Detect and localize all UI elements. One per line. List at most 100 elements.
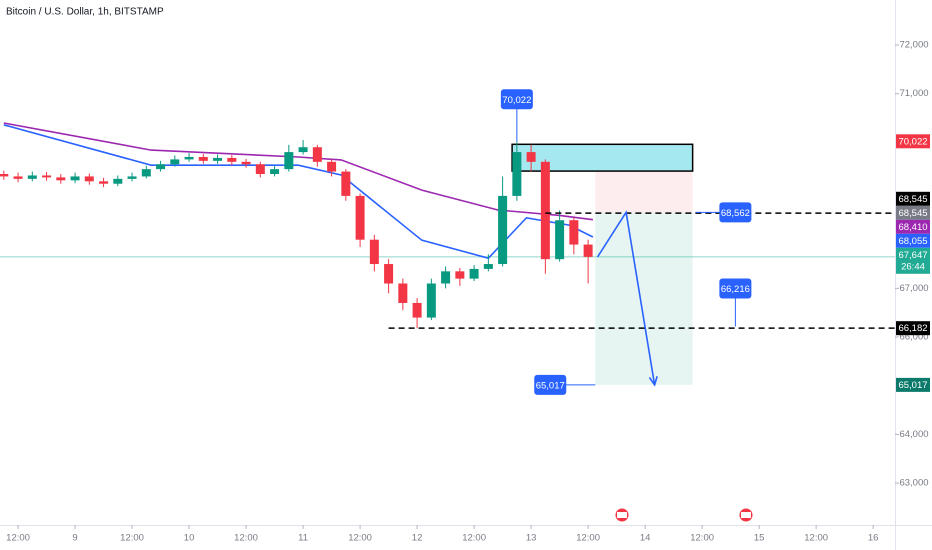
candle-body xyxy=(255,164,265,174)
candle-body xyxy=(27,175,37,179)
supply-zone xyxy=(511,143,694,172)
candle-body xyxy=(284,152,294,170)
candle-body xyxy=(198,156,208,161)
candle-body xyxy=(426,283,436,318)
callout-label: 70,022 xyxy=(502,95,531,106)
event-flag-stripe xyxy=(617,512,627,518)
price-label: 70,022 xyxy=(898,136,927,147)
candle-body xyxy=(583,244,593,257)
x-tick-label: 12 xyxy=(412,533,423,544)
price-label-box xyxy=(896,219,930,234)
candle-body xyxy=(569,220,579,245)
callout-label: 66,216 xyxy=(721,284,750,295)
candle-body xyxy=(84,176,94,182)
candle-body xyxy=(184,156,194,160)
x-tick-label: 11 xyxy=(298,533,308,544)
x-tick-label: 12:00 xyxy=(462,533,486,544)
callout-label: 65,017 xyxy=(536,380,565,391)
candle-body xyxy=(384,264,394,284)
price-label-box xyxy=(896,377,930,392)
candle-body xyxy=(341,171,351,196)
y-tick-label: 63,000 xyxy=(899,478,928,489)
callout-label: 68,562 xyxy=(721,208,750,219)
y-tick-label: 66,000 xyxy=(899,332,928,343)
x-tick-label: 12:00 xyxy=(234,533,258,544)
candle-body xyxy=(42,175,52,178)
x-tick-label: 13 xyxy=(526,533,537,544)
target-area xyxy=(595,212,693,385)
candle-body xyxy=(327,161,337,172)
y-tick-label: 72,000 xyxy=(899,40,928,51)
chart-title: Bitcoin / U.S. Dollar, 1h, BITSTAMP xyxy=(6,7,164,18)
countdown: 26:44 xyxy=(901,261,925,272)
y-tick-label: 64,000 xyxy=(899,429,928,440)
price-label-box xyxy=(896,191,930,206)
price-label: 68,545 xyxy=(898,208,927,219)
callout-box xyxy=(500,89,533,110)
candle-body xyxy=(355,195,365,240)
candle-body xyxy=(213,157,223,161)
candle-body xyxy=(441,271,451,284)
price-label: 65,017 xyxy=(898,380,927,391)
candle-body xyxy=(526,152,536,162)
event-flags xyxy=(614,507,754,523)
candle-body xyxy=(270,169,280,174)
stop-area xyxy=(595,171,693,213)
candle-body xyxy=(0,173,9,177)
moving-average xyxy=(3,124,594,260)
candle-body xyxy=(312,147,322,162)
y-tick-label: 67,000 xyxy=(899,283,928,294)
price-label-box xyxy=(896,247,930,274)
candle-body xyxy=(555,220,565,260)
candle-body xyxy=(99,181,109,184)
x-tick-label: 16 xyxy=(868,533,879,544)
price-label: 68,545 xyxy=(898,194,927,205)
price-label: 66,182 xyxy=(898,323,927,334)
candle-body xyxy=(170,159,180,165)
price-label-box xyxy=(896,321,930,336)
candle-body xyxy=(156,164,166,170)
x-tick-label: 12:00 xyxy=(6,533,30,544)
x-tick-label: 10 xyxy=(184,533,195,544)
candle-body xyxy=(398,283,408,303)
candle-body xyxy=(469,268,479,279)
price-label: 67,647 xyxy=(898,250,927,261)
candle-body xyxy=(412,302,422,318)
candle-body xyxy=(13,176,23,179)
candle-body xyxy=(540,161,550,260)
candle-body xyxy=(56,177,66,181)
y-tick-label: 71,000 xyxy=(899,88,928,99)
candle-body xyxy=(369,239,379,265)
candle-body xyxy=(298,147,308,153)
x-tick-label: 14 xyxy=(640,533,651,544)
x-tick-label: 12:00 xyxy=(804,533,828,544)
candle-body xyxy=(227,157,237,162)
candle-body xyxy=(483,264,493,269)
candle-body xyxy=(498,195,508,265)
x-tick-label: 9 xyxy=(72,533,77,544)
candle-body xyxy=(141,169,151,177)
candle-body xyxy=(512,152,522,196)
candle-body xyxy=(113,178,123,184)
x-tick-label: 15 xyxy=(754,533,765,544)
callout-box xyxy=(719,278,752,299)
price-label: 68,410 xyxy=(898,222,927,233)
price-label-box xyxy=(896,205,930,220)
arrow-head xyxy=(648,376,658,387)
x-tick-label: 12:00 xyxy=(120,533,144,544)
candle-body xyxy=(127,176,137,179)
candle-body xyxy=(70,176,80,181)
price-label-box xyxy=(896,134,930,149)
callout-box xyxy=(534,374,567,395)
projection-arrow xyxy=(596,210,656,386)
price-label: 68,055 xyxy=(898,236,927,247)
x-tick-label: 12:00 xyxy=(690,533,714,544)
candle-body xyxy=(241,161,251,165)
candle-body xyxy=(455,271,465,279)
callout-box xyxy=(719,202,752,223)
event-flag-stripe xyxy=(741,512,751,518)
x-tick-label: 12:00 xyxy=(576,533,600,544)
x-tick-label: 12:00 xyxy=(348,533,372,544)
